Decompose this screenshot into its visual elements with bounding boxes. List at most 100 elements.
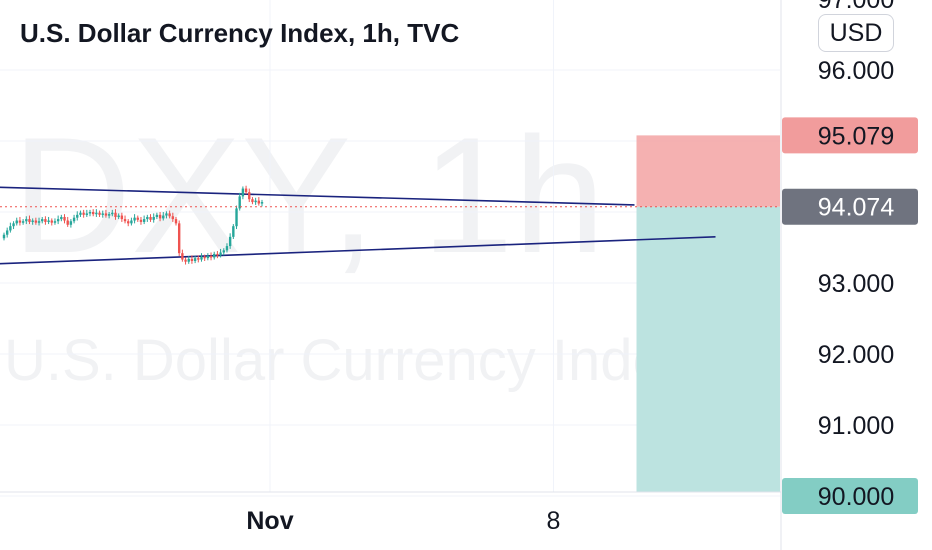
candle-body: [225, 246, 229, 251]
trendline-lower[interactable]: [0, 236, 716, 269]
candle-body: [63, 216, 66, 221]
candle-body: [133, 217, 136, 221]
candle-body: [235, 208, 238, 227]
candle-body: [127, 221, 130, 224]
price-tick-label: 93.000: [818, 270, 894, 298]
candle-body: [76, 214, 79, 218]
candle-body: [228, 236, 232, 247]
candle-body: [238, 196, 241, 209]
candle-body: [165, 213, 168, 216]
grid: [0, 0, 780, 497]
candle-body: [82, 212, 85, 215]
candle-body: [181, 253, 184, 260]
candle-body: [107, 214, 111, 216]
price-tick-label: 91.000: [818, 412, 894, 440]
candle-body: [28, 219, 31, 222]
candle-body: [25, 219, 28, 222]
candle-body: [95, 212, 98, 215]
time-tick-label: Nov: [246, 507, 293, 535]
time-axis[interactable]: Nov 8: [246, 507, 560, 535]
candle-body: [171, 216, 175, 220]
candle-body: [187, 258, 190, 262]
candle-body: [139, 219, 143, 222]
candle-body: [12, 223, 15, 227]
candle-body: [37, 221, 41, 223]
candle-body: [44, 219, 47, 222]
candle-body: [184, 259, 187, 262]
candle-body: [5, 230, 9, 235]
candle-body: [85, 213, 89, 215]
candle-body: [216, 253, 219, 256]
candle-body: [60, 216, 63, 220]
stop-loss-zone[interactable]: [636, 135, 781, 207]
candle-body: [91, 212, 95, 215]
candle-body: [66, 220, 69, 225]
candles: [0, 185, 780, 265]
candle-body: [213, 253, 216, 258]
candle-body: [254, 200, 257, 203]
candle-body: [193, 258, 197, 261]
candle-body: [34, 220, 38, 223]
candle-body: [206, 256, 210, 259]
candle-body: [152, 216, 155, 220]
candle-body: [56, 219, 60, 222]
candle-body: [244, 188, 248, 193]
price-tick-label: 97.000: [818, 0, 894, 14]
candle-body: [15, 220, 18, 224]
candle-body: [31, 220, 34, 223]
candle-body: [241, 188, 245, 197]
currency-button[interactable]: USD: [818, 14, 894, 52]
candle-body: [219, 252, 222, 256]
candle-body: [69, 221, 73, 225]
last-price-label-bg: [782, 188, 918, 225]
candle-body: [232, 226, 235, 237]
candle-body: [248, 192, 251, 200]
candle-body: [260, 202, 264, 204]
candle-body: [251, 199, 254, 203]
candle-body: [98, 212, 101, 215]
watermark: DXY, 1h U.S. Dollar Currency Index: [4, 103, 694, 393]
last-price-label[interactable]: 94.074: [818, 194, 895, 222]
take-profit-zone[interactable]: [636, 206, 781, 492]
stop-price-label[interactable]: 95.079: [818, 122, 894, 150]
candle-body: [149, 216, 152, 220]
candle-body: [155, 214, 159, 217]
candle-body: [174, 219, 178, 224]
candle-body: [136, 217, 139, 220]
candle-body: [162, 215, 165, 219]
candle-body: [101, 213, 104, 215]
candle-body: [142, 219, 146, 222]
watermark-name: U.S. Dollar Currency Index: [4, 328, 694, 393]
candle-body: [257, 200, 261, 204]
candle-body: [177, 223, 181, 254]
candle-body: [53, 221, 57, 223]
candle-body: [146, 216, 149, 220]
time-tick-label: 8: [547, 507, 561, 535]
target-price-label-bg: [782, 478, 918, 514]
candle-body: [114, 212, 117, 217]
candle-body: [197, 258, 200, 260]
candle-body: [2, 234, 6, 239]
position-zones[interactable]: [636, 135, 781, 492]
candle-body: [47, 220, 50, 223]
candle-body: [21, 221, 25, 223]
candle-body: [123, 219, 127, 222]
stop-price-label-bg: [782, 117, 918, 154]
candle-body: [79, 212, 82, 215]
candle-body: [168, 213, 171, 217]
candle-body: [104, 213, 108, 216]
candle-body: [18, 220, 22, 223]
candle-body: [130, 220, 133, 224]
candle-body: [50, 220, 53, 223]
candle-body: [88, 212, 92, 214]
candle-body: [111, 212, 114, 215]
candle-body: [72, 217, 76, 222]
candle-body: [190, 258, 194, 261]
candle-body: [158, 214, 162, 219]
candle-body: [120, 215, 124, 220]
target-price-label[interactable]: 90.000: [818, 483, 894, 511]
candle-body: [9, 226, 12, 231]
chart-title: U.S. Dollar Currency Index, 1h, TVC: [20, 18, 460, 48]
